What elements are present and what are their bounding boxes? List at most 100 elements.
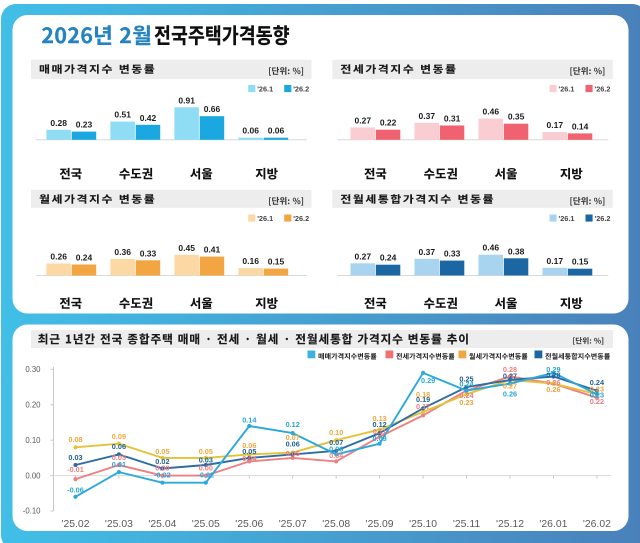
svg-text:0.15: 0.15: [268, 257, 285, 267]
svg-text:0.14: 0.14: [242, 416, 257, 425]
svg-text:0.24: 0.24: [590, 378, 605, 387]
svg-text:0.18: 0.18: [416, 390, 430, 399]
svg-text:0.28: 0.28: [546, 371, 560, 380]
svg-text:'26.2: '26.2: [293, 85, 309, 94]
svg-text:0.23: 0.23: [459, 398, 473, 407]
svg-text:0.36: 0.36: [114, 247, 131, 257]
svg-text:0.25: 0.25: [459, 375, 473, 384]
svg-text:0.24: 0.24: [76, 253, 93, 263]
svg-text:0.41: 0.41: [204, 245, 221, 255]
svg-text:0.17: 0.17: [547, 256, 564, 266]
svg-text:'26.1: '26.1: [559, 85, 575, 94]
svg-text:'25.03: '25.03: [105, 519, 133, 530]
svg-text:0.05: 0.05: [155, 447, 169, 456]
svg-text:0.01: 0.01: [112, 460, 126, 469]
svg-text:0.46: 0.46: [483, 107, 500, 117]
svg-text:0.27: 0.27: [355, 115, 372, 125]
svg-text:0.06: 0.06: [286, 439, 300, 448]
svg-text:-0.01: -0.01: [67, 465, 84, 474]
svg-text:0.35: 0.35: [508, 112, 525, 122]
svg-text:'26.2: '26.2: [595, 85, 611, 94]
svg-text:0.38: 0.38: [508, 246, 525, 256]
svg-text:0.42: 0.42: [140, 113, 157, 123]
svg-text:0.26: 0.26: [546, 378, 560, 387]
svg-text:'25.09: '25.09: [366, 519, 394, 530]
svg-text:0.26: 0.26: [546, 385, 560, 394]
svg-text:-0.10: -0.10: [23, 507, 41, 516]
svg-text:0.27: 0.27: [503, 381, 517, 390]
svg-text:'25.04: '25.04: [148, 519, 176, 530]
svg-text:0.91: 0.91: [178, 95, 195, 105]
svg-text:0.23: 0.23: [76, 120, 93, 130]
svg-text:0.03: 0.03: [68, 453, 82, 462]
svg-text:0.06: 0.06: [268, 126, 285, 136]
svg-text:0.26: 0.26: [503, 390, 517, 399]
svg-text:0.33: 0.33: [140, 248, 157, 258]
svg-text:0.07: 0.07: [286, 433, 300, 442]
svg-text:0.11: 0.11: [373, 427, 387, 436]
svg-text:0.31: 0.31: [444, 114, 461, 124]
svg-text:'25.06: '25.06: [235, 519, 263, 530]
svg-text:0.51: 0.51: [114, 110, 131, 120]
svg-text:'25.10: '25.10: [409, 519, 437, 530]
svg-text:0.04: 0.04: [242, 454, 257, 463]
svg-text:0.29: 0.29: [546, 365, 560, 374]
svg-text:0.14: 0.14: [572, 121, 589, 131]
svg-text:0.06: 0.06: [112, 442, 126, 451]
svg-text:0.45: 0.45: [178, 243, 195, 253]
svg-text:0.23: 0.23: [590, 391, 604, 400]
svg-text:0.06: 0.06: [242, 441, 256, 450]
svg-text:0.12: 0.12: [286, 420, 300, 429]
svg-text:0.22: 0.22: [380, 118, 397, 128]
svg-text:0.10: 0.10: [329, 428, 343, 437]
svg-text:0.05: 0.05: [199, 447, 213, 456]
svg-text:0.00: 0.00: [199, 464, 213, 473]
svg-text:0.00: 0.00: [25, 471, 41, 480]
svg-text:'26.1: '26.1: [257, 85, 273, 94]
svg-text:0.22: 0.22: [590, 397, 604, 406]
svg-text:0.29: 0.29: [421, 376, 435, 385]
svg-text:0.09: 0.09: [372, 434, 386, 443]
svg-text:0.66: 0.66: [204, 104, 221, 114]
svg-text:'26.2: '26.2: [293, 214, 309, 223]
svg-text:0.13: 0.13: [372, 414, 386, 423]
svg-text:0.19: 0.19: [416, 395, 430, 404]
svg-text:0.06: 0.06: [329, 445, 343, 454]
svg-text:'26.02: '26.02: [583, 519, 611, 530]
svg-text:'25.11: '25.11: [453, 519, 480, 530]
svg-text:0.08: 0.08: [68, 435, 82, 444]
svg-text:0.05: 0.05: [286, 449, 300, 458]
svg-text:0.33: 0.33: [444, 249, 461, 259]
svg-text:0.27: 0.27: [355, 251, 372, 261]
svg-text:-0.06: -0.06: [67, 486, 84, 495]
svg-text:0.15: 0.15: [572, 257, 589, 267]
svg-text:0.46: 0.46: [483, 243, 500, 253]
svg-text:0.10: 0.10: [25, 436, 41, 445]
svg-text:0.05: 0.05: [242, 447, 256, 456]
svg-text:0.24: 0.24: [459, 391, 474, 400]
svg-text:0.37: 0.37: [419, 247, 436, 257]
svg-text:0.30: 0.30: [25, 365, 41, 374]
svg-text:'25.02: '25.02: [62, 519, 90, 530]
svg-text:0.03: 0.03: [199, 456, 213, 465]
svg-text:0.02: 0.02: [155, 457, 169, 466]
svg-text:0.27: 0.27: [503, 371, 517, 380]
svg-text:0.28: 0.28: [503, 365, 517, 374]
svg-text:0.20: 0.20: [25, 401, 41, 410]
svg-text:0.00: 0.00: [155, 464, 169, 473]
svg-text:'25.12: '25.12: [496, 519, 524, 530]
svg-text:0.16: 0.16: [242, 256, 259, 266]
svg-text:0.24: 0.24: [380, 253, 397, 263]
svg-text:'25.05: '25.05: [192, 519, 220, 530]
svg-text:0.17: 0.17: [547, 120, 564, 130]
svg-text:'26.2: '26.2: [595, 214, 611, 223]
svg-text:'26.01: '26.01: [539, 519, 567, 530]
svg-text:-0.02: -0.02: [197, 471, 214, 480]
svg-text:0.04: 0.04: [329, 451, 344, 460]
svg-text:0.06: 0.06: [242, 126, 259, 136]
svg-text:-0.02: -0.02: [154, 471, 171, 480]
svg-text:0.23: 0.23: [590, 384, 604, 393]
svg-text:'26.1: '26.1: [257, 214, 273, 223]
svg-text:0.03: 0.03: [112, 453, 126, 462]
svg-text:0.17: 0.17: [416, 402, 430, 411]
